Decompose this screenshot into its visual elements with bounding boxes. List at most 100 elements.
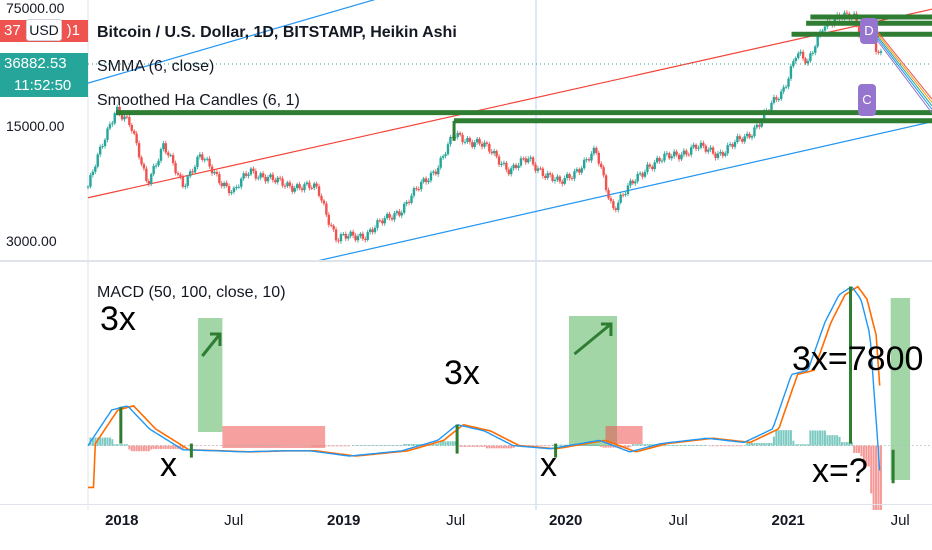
candle-body: [707, 149, 710, 152]
candle-body: [247, 174, 250, 176]
candle-body: [626, 185, 630, 194]
price-pane[interactable]: [0, 0, 932, 260]
candle-body: [106, 128, 109, 140]
fan-line-1: [876, 33, 932, 103]
candle-body: [176, 173, 180, 175]
annotation-3x-2019: 3x: [444, 354, 480, 392]
indicator-smma[interactable]: SMMA (6, close): [97, 58, 215, 75]
candle-body: [741, 138, 744, 142]
candle-body: [514, 164, 518, 168]
candle-body: [339, 234, 343, 242]
candle-body: [772, 97, 776, 103]
candle-body: [249, 168, 253, 175]
candle-body: [797, 53, 800, 58]
candles: [86, 10, 883, 244]
candle-body: [480, 143, 484, 147]
candle-body: [548, 173, 552, 175]
candle-body: [237, 186, 241, 188]
trend-channel: [87, 0, 932, 260]
candle-body: [512, 164, 515, 169]
candle-body: [682, 150, 686, 155]
price-tag-tail: )1: [66, 22, 80, 39]
candle-body: [300, 188, 304, 191]
candle-body: [98, 146, 102, 155]
candle-body: [342, 233, 345, 235]
candle-body: [777, 99, 780, 101]
candle-body: [563, 177, 566, 184]
macd-pane[interactable]: [0, 262, 932, 510]
candle-body: [541, 168, 545, 176]
candle-body: [227, 186, 231, 194]
candle-body: [575, 169, 579, 172]
candle-body: [325, 203, 328, 215]
candle-body: [519, 158, 523, 166]
candle-body: [473, 142, 476, 147]
candle-body: [446, 144, 450, 155]
candle-body: [288, 182, 292, 187]
drawings: [119, 286, 895, 484]
candle-body: [91, 171, 95, 176]
trend-fan: [876, 31, 932, 114]
last-price-tag: 36882.53: [0, 53, 88, 75]
candle-body: [604, 175, 608, 190]
symbol-title[interactable]: Bitcoin / U.S. Dollar, 1D, BITSTAMP, Hei…: [97, 24, 457, 41]
candle-body: [736, 136, 739, 142]
candle-body: [658, 157, 661, 162]
candle-body: [410, 195, 413, 203]
candle-body: [531, 157, 535, 165]
last-price-value: 36882.53: [4, 55, 67, 72]
candle-body: [475, 138, 479, 143]
candle-body: [582, 159, 586, 169]
indicator-ha-candles[interactable]: Smoothed Ha Candles (6, 1): [97, 92, 300, 109]
candle-body: [711, 147, 715, 154]
candle-body: [330, 224, 333, 226]
candle-body: [799, 51, 802, 54]
candle-body: [490, 151, 493, 154]
macd-label[interactable]: MACD (50, 100, close, 10): [97, 284, 286, 301]
candle-body: [782, 87, 785, 92]
candle-body: [320, 195, 323, 201]
candle-body: [111, 123, 114, 125]
candle-body: [108, 124, 112, 129]
candle-body: [381, 220, 384, 224]
candle-body: [135, 133, 138, 144]
marker-d[interactable]: D: [860, 18, 878, 44]
candle-body: [274, 180, 277, 183]
candle-body: [648, 164, 652, 167]
candle-body: [128, 117, 131, 125]
candle-body: [337, 240, 340, 242]
candle-body: [125, 116, 129, 118]
candle-body: [587, 159, 591, 161]
currency-button[interactable]: USD: [26, 19, 62, 41]
candle-body: [332, 225, 335, 230]
pane-separator[interactable]: [0, 260, 932, 262]
candle-body: [568, 174, 571, 179]
candle-body: [660, 160, 664, 162]
marker-c[interactable]: C: [858, 84, 876, 116]
candle-body: [687, 154, 690, 156]
red-zone-1: [605, 426, 643, 444]
candle-body: [716, 153, 720, 158]
currency-button-label: USD: [29, 22, 59, 38]
candle-body: [646, 164, 649, 172]
candle-body: [347, 236, 350, 239]
candle-body: [471, 142, 474, 147]
candle-body: [259, 173, 262, 178]
candle-body: [784, 86, 788, 88]
annotation-3x-2018: 3x: [100, 300, 136, 338]
marker-d-label: D: [864, 23, 874, 38]
candle-body: [215, 171, 219, 175]
zones: [88, 298, 932, 480]
candle-body: [527, 158, 530, 163]
macd-lines: [87, 285, 881, 489]
candle-body: [283, 185, 287, 187]
candle-body: [488, 143, 491, 152]
candle-body: [103, 139, 107, 147]
candle-body: [439, 157, 442, 168]
candle-body: [169, 155, 172, 157]
candle-body: [709, 147, 712, 150]
candle-body: [201, 154, 204, 160]
candle-body: [714, 153, 717, 158]
candle-body: [142, 164, 146, 169]
candle-body: [592, 147, 596, 154]
